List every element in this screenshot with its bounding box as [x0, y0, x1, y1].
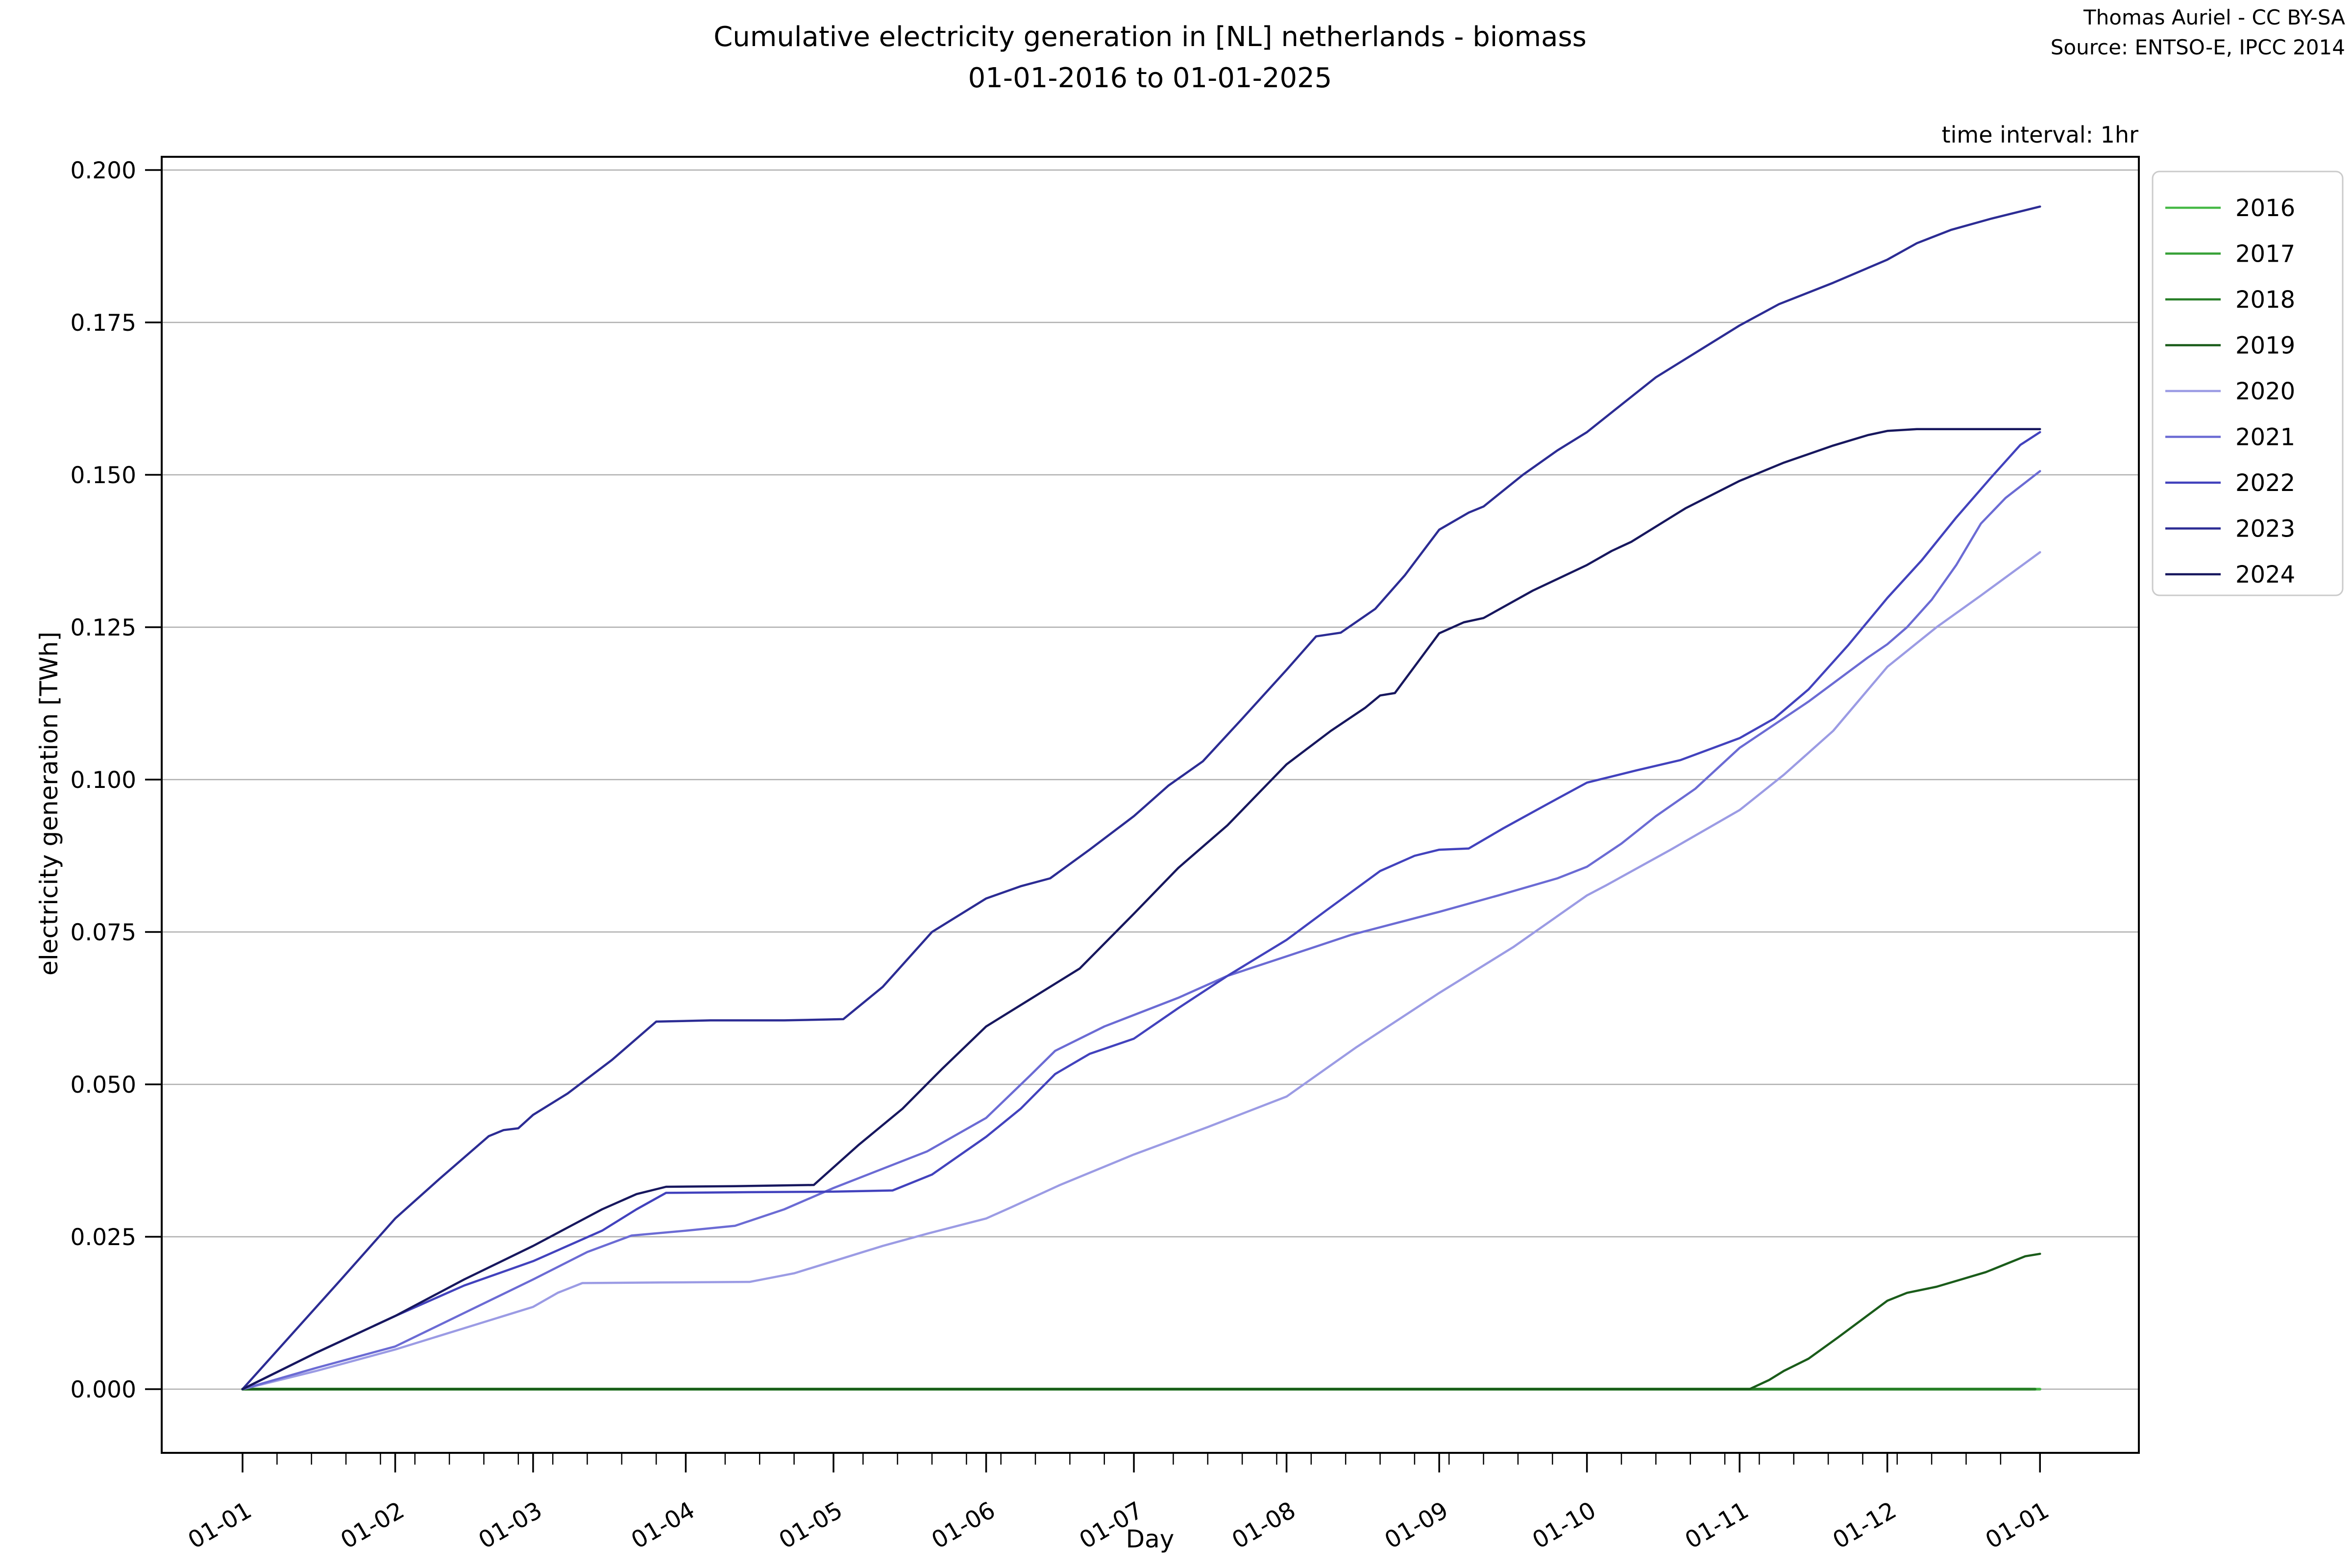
- y-tick-label-0.100: 0.100: [70, 767, 136, 794]
- y-tick-label-0.000: 0.000: [70, 1376, 136, 1403]
- x-tick-label-10: 01-11: [1680, 1496, 1753, 1554]
- legend-label-2019: 2019: [2235, 332, 2295, 360]
- attribution-source: Source: ENTSO-E, IPCC 2014: [2050, 35, 2345, 59]
- legend: [2152, 171, 2344, 596]
- series-line-2021: [241, 470, 2041, 1391]
- chart-title-line2: 01-01-2016 to 01-01-2025: [968, 62, 1332, 94]
- x-tick-label-9: 01-10: [1528, 1496, 1601, 1554]
- x-tick-label-2: 01-03: [474, 1496, 547, 1554]
- x-tick-label-4: 01-05: [774, 1496, 847, 1554]
- chart-title-line1: Cumulative electricity generation in [NL…: [713, 21, 1587, 53]
- plot-border: [161, 156, 2140, 1454]
- legend-label-2018: 2018: [2235, 286, 2295, 314]
- legend-label-2020: 2020: [2235, 378, 2295, 405]
- time-interval-note: time interval: 1hr: [1941, 122, 2138, 148]
- x-tick-label-8: 01-09: [1380, 1496, 1453, 1554]
- legend-label-2017: 2017: [2235, 241, 2295, 268]
- y-axis-label: electricity generation [TWh]: [35, 632, 63, 976]
- attribution: Thomas Auriel - CC BY-SA Source: ENTSO-E…: [2051, 3, 2345, 63]
- series-line-2020: [241, 551, 2041, 1391]
- x-tick-label-3: 01-04: [627, 1496, 700, 1554]
- x-tick-label-1: 01-02: [336, 1496, 409, 1554]
- attribution-author: Thomas Auriel - CC BY-SA: [2083, 5, 2345, 29]
- y-tick-label-0.125: 0.125: [70, 614, 136, 641]
- y-tick-label-0.075: 0.075: [70, 919, 136, 946]
- x-tick-label-7: 01-08: [1227, 1496, 1300, 1554]
- series-line-2023: [241, 205, 2041, 1391]
- legend-label-2022: 2022: [2235, 469, 2295, 497]
- y-tick-label-0.050: 0.050: [70, 1072, 136, 1099]
- series-line-2019: [241, 1252, 2041, 1391]
- y-tick-label-0.150: 0.150: [70, 462, 136, 489]
- x-tick-label-11: 01-12: [1828, 1496, 1901, 1554]
- x-axis-label: Day: [1126, 1525, 1175, 1553]
- series-line-2022: [241, 431, 2041, 1391]
- y-tick-label-0.025: 0.025: [70, 1224, 136, 1251]
- series-line-2024: [241, 428, 2041, 1391]
- legend-label-2024: 2024: [2235, 561, 2295, 588]
- y-tick-label-0.200: 0.200: [70, 157, 136, 184]
- y-tick-label-0.175: 0.175: [70, 310, 136, 337]
- x-tick-label-0: 01-01: [183, 1496, 256, 1554]
- legend-label-2023: 2023: [2235, 515, 2295, 543]
- x-tick-label-12: 01-01: [1981, 1496, 2054, 1554]
- x-tick-label-5: 01-06: [927, 1496, 1000, 1554]
- chart-title: Cumulative electricity generation in [NL…: [713, 17, 1587, 99]
- legend-label-2021: 2021: [2235, 424, 2295, 451]
- legend-label-2016: 2016: [2235, 195, 2295, 222]
